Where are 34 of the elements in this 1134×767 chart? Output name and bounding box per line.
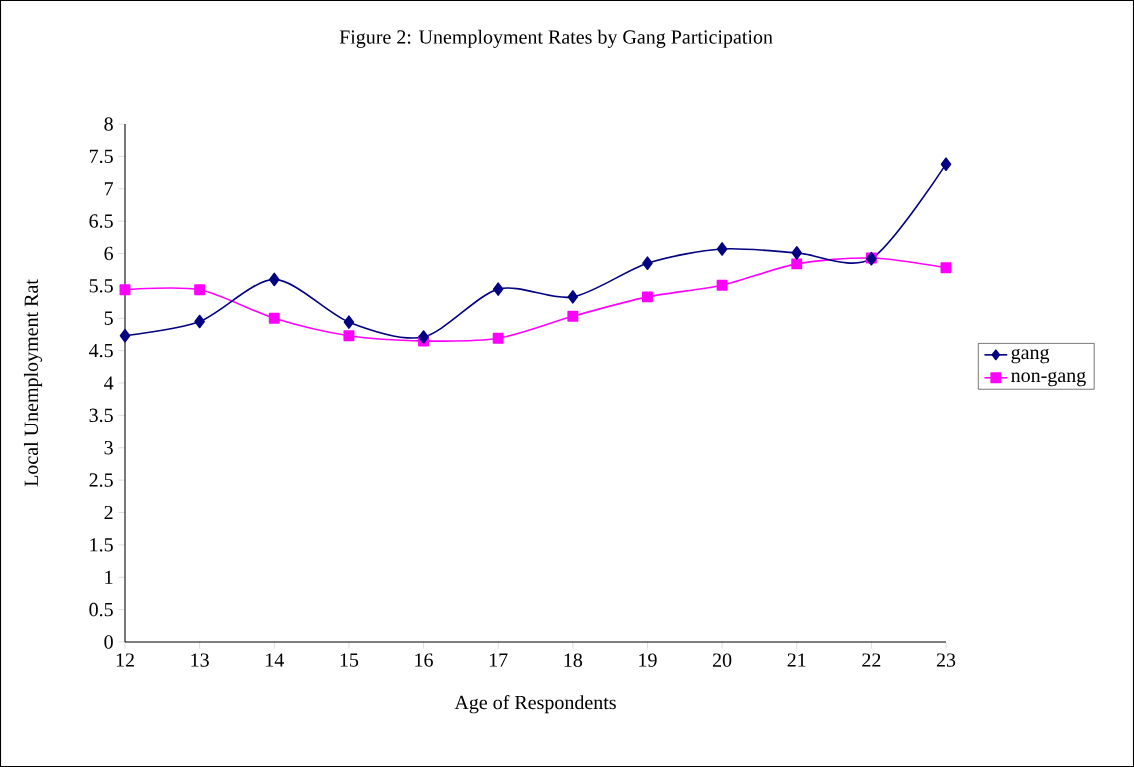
y-tick-label: 1.5 xyxy=(90,538,113,552)
y-tick-label: 5 xyxy=(104,311,113,325)
y-tick-label: 4.5 xyxy=(89,343,113,358)
x-tick-label: 13 xyxy=(191,653,209,667)
y-tick-label: 3 xyxy=(104,441,113,455)
x-tick-label: 17 xyxy=(489,653,508,667)
x-tick-label: 21 xyxy=(787,653,806,667)
y-tick-label: 3.5 xyxy=(89,408,113,423)
x-tick-label: 18 xyxy=(564,653,583,667)
y-tick-label: 0 xyxy=(104,635,113,649)
y-tick-label: 2 xyxy=(104,505,113,520)
x-tick-label: 19 xyxy=(639,653,657,667)
x-tick-label: 20 xyxy=(712,653,732,667)
x-tick-label: 14 xyxy=(266,653,284,667)
legend-label: non-gang xyxy=(1011,371,1086,387)
y-axis-title: Local Unemployment Rat xyxy=(23,279,43,487)
x-tick-label: 15 xyxy=(340,653,359,667)
y-tick-label: 4 xyxy=(104,376,114,390)
y-tick-label: 2.5 xyxy=(89,473,113,487)
x-axis-title: Age of Respondents xyxy=(454,694,616,714)
y-tick-label: 8 xyxy=(104,117,113,131)
x-tick-label: 23 xyxy=(936,653,956,667)
x-tick-label: 22 xyxy=(862,653,881,667)
y-tick-label: 1 xyxy=(105,570,113,584)
y-tick-label: 6.5 xyxy=(89,214,113,228)
y-tick-label: 7 xyxy=(104,182,114,196)
y-tick-label: 7.5 xyxy=(89,149,113,164)
y-tick-label: 6 xyxy=(104,246,114,261)
chart-title: Figure 2: Unemployment Rates by Gang Participation xyxy=(339,29,773,48)
x-tick-label: 12 xyxy=(116,653,134,667)
x-tick-label: 16 xyxy=(415,653,433,667)
y-tick-label: 0.5 xyxy=(89,602,113,617)
y-tick-label: 5.5 xyxy=(89,279,113,293)
legend-label: gang xyxy=(1011,348,1050,364)
